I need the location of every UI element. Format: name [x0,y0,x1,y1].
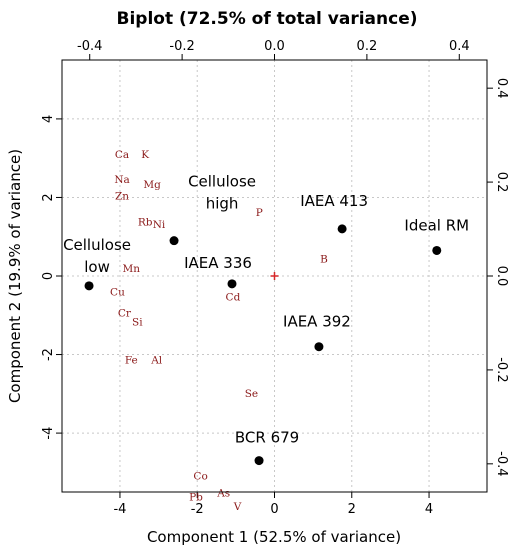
variable-label: Co [193,471,207,483]
variable-label: Cr [118,308,132,320]
right-tick-label: -0.2 [494,357,509,382]
observation-point [314,342,324,352]
variable-label: P [256,207,263,219]
observation-point [432,245,442,255]
observation-label: IAEA 336 [184,254,252,272]
observation-label: Cellulose high [188,173,256,213]
observation-label: BCR 679 [235,429,299,447]
observation-label: Ideal RM [404,216,469,234]
y-tick-label: -4 [41,427,56,440]
y-axis-label: Component 2 (19.9% of variance) [6,149,24,403]
observation-point [169,236,179,246]
right-tick-label: -0.4 [494,451,509,476]
x-tick-label: -4 [113,502,126,517]
variable-label: V [233,501,242,513]
right-tick-label: 0.4 [494,78,509,99]
variable-label: Si [132,317,143,329]
right-tick-label: 0.2 [494,172,509,193]
y-tick-label: -2 [41,348,56,361]
variable-label: Zn [115,191,129,203]
y-tick-label: 0 [41,272,56,280]
variable-label: K [141,149,149,161]
top-tick-label: -0.4 [77,39,102,54]
chart-title: Biplot (72.5% of total variance) [116,9,417,29]
top-tick-label: 0.4 [449,39,470,54]
observation-point [227,279,237,289]
y-tick-label: 4 [41,115,56,123]
variable-label: Se [245,388,258,400]
grid [62,60,487,492]
observation-point [84,281,94,291]
right-tick-label: 0.0 [494,266,509,287]
observation-label: IAEA 413 [300,192,368,210]
variable-label: Ni [153,219,166,231]
top-tick-label: 0.2 [357,39,378,54]
axis-ticks: -4 -2 0 2 4 -4 -2 0 2 4 -0.4 -0.2 0.0 0.2 0.4 -0.4 -0.2 0… [41,39,509,517]
observation-label: Cellulose low [63,236,131,276]
x-axis-label: Component 1 (52.5% of variance) [147,528,401,546]
top-tick-label: -0.2 [169,39,194,54]
variable-label: Ca [115,149,129,161]
variable-label: As [216,487,230,499]
observation-label: IAEA 392 [283,313,351,331]
x-tick-label: 4 [425,502,433,517]
variable-label: Mg [143,179,161,191]
variable-label: Na [114,174,129,186]
center-marker [270,272,279,280]
observation-point [337,224,347,234]
variable-label: Mn [123,263,141,275]
x-tick-label: 0 [270,502,278,517]
y-tick-label: 2 [41,193,56,201]
observation-points: Cellulose low Cellulose high IAEA 336 IAEA 41… [63,173,469,466]
variable-label: Pb [189,492,203,504]
variable-label: Al [150,355,163,367]
variable-label: Fe [125,355,138,367]
variable-label: Cu [110,286,125,298]
x-tick-label: -2 [191,502,204,517]
variable-label: Rb [138,217,153,229]
variable-label: Cd [226,292,241,304]
observation-point [254,456,264,466]
top-tick-label: 0.0 [264,39,285,54]
plot-frame [61,59,488,493]
x-tick-label: 2 [348,502,356,517]
variable-label: B [320,254,328,266]
